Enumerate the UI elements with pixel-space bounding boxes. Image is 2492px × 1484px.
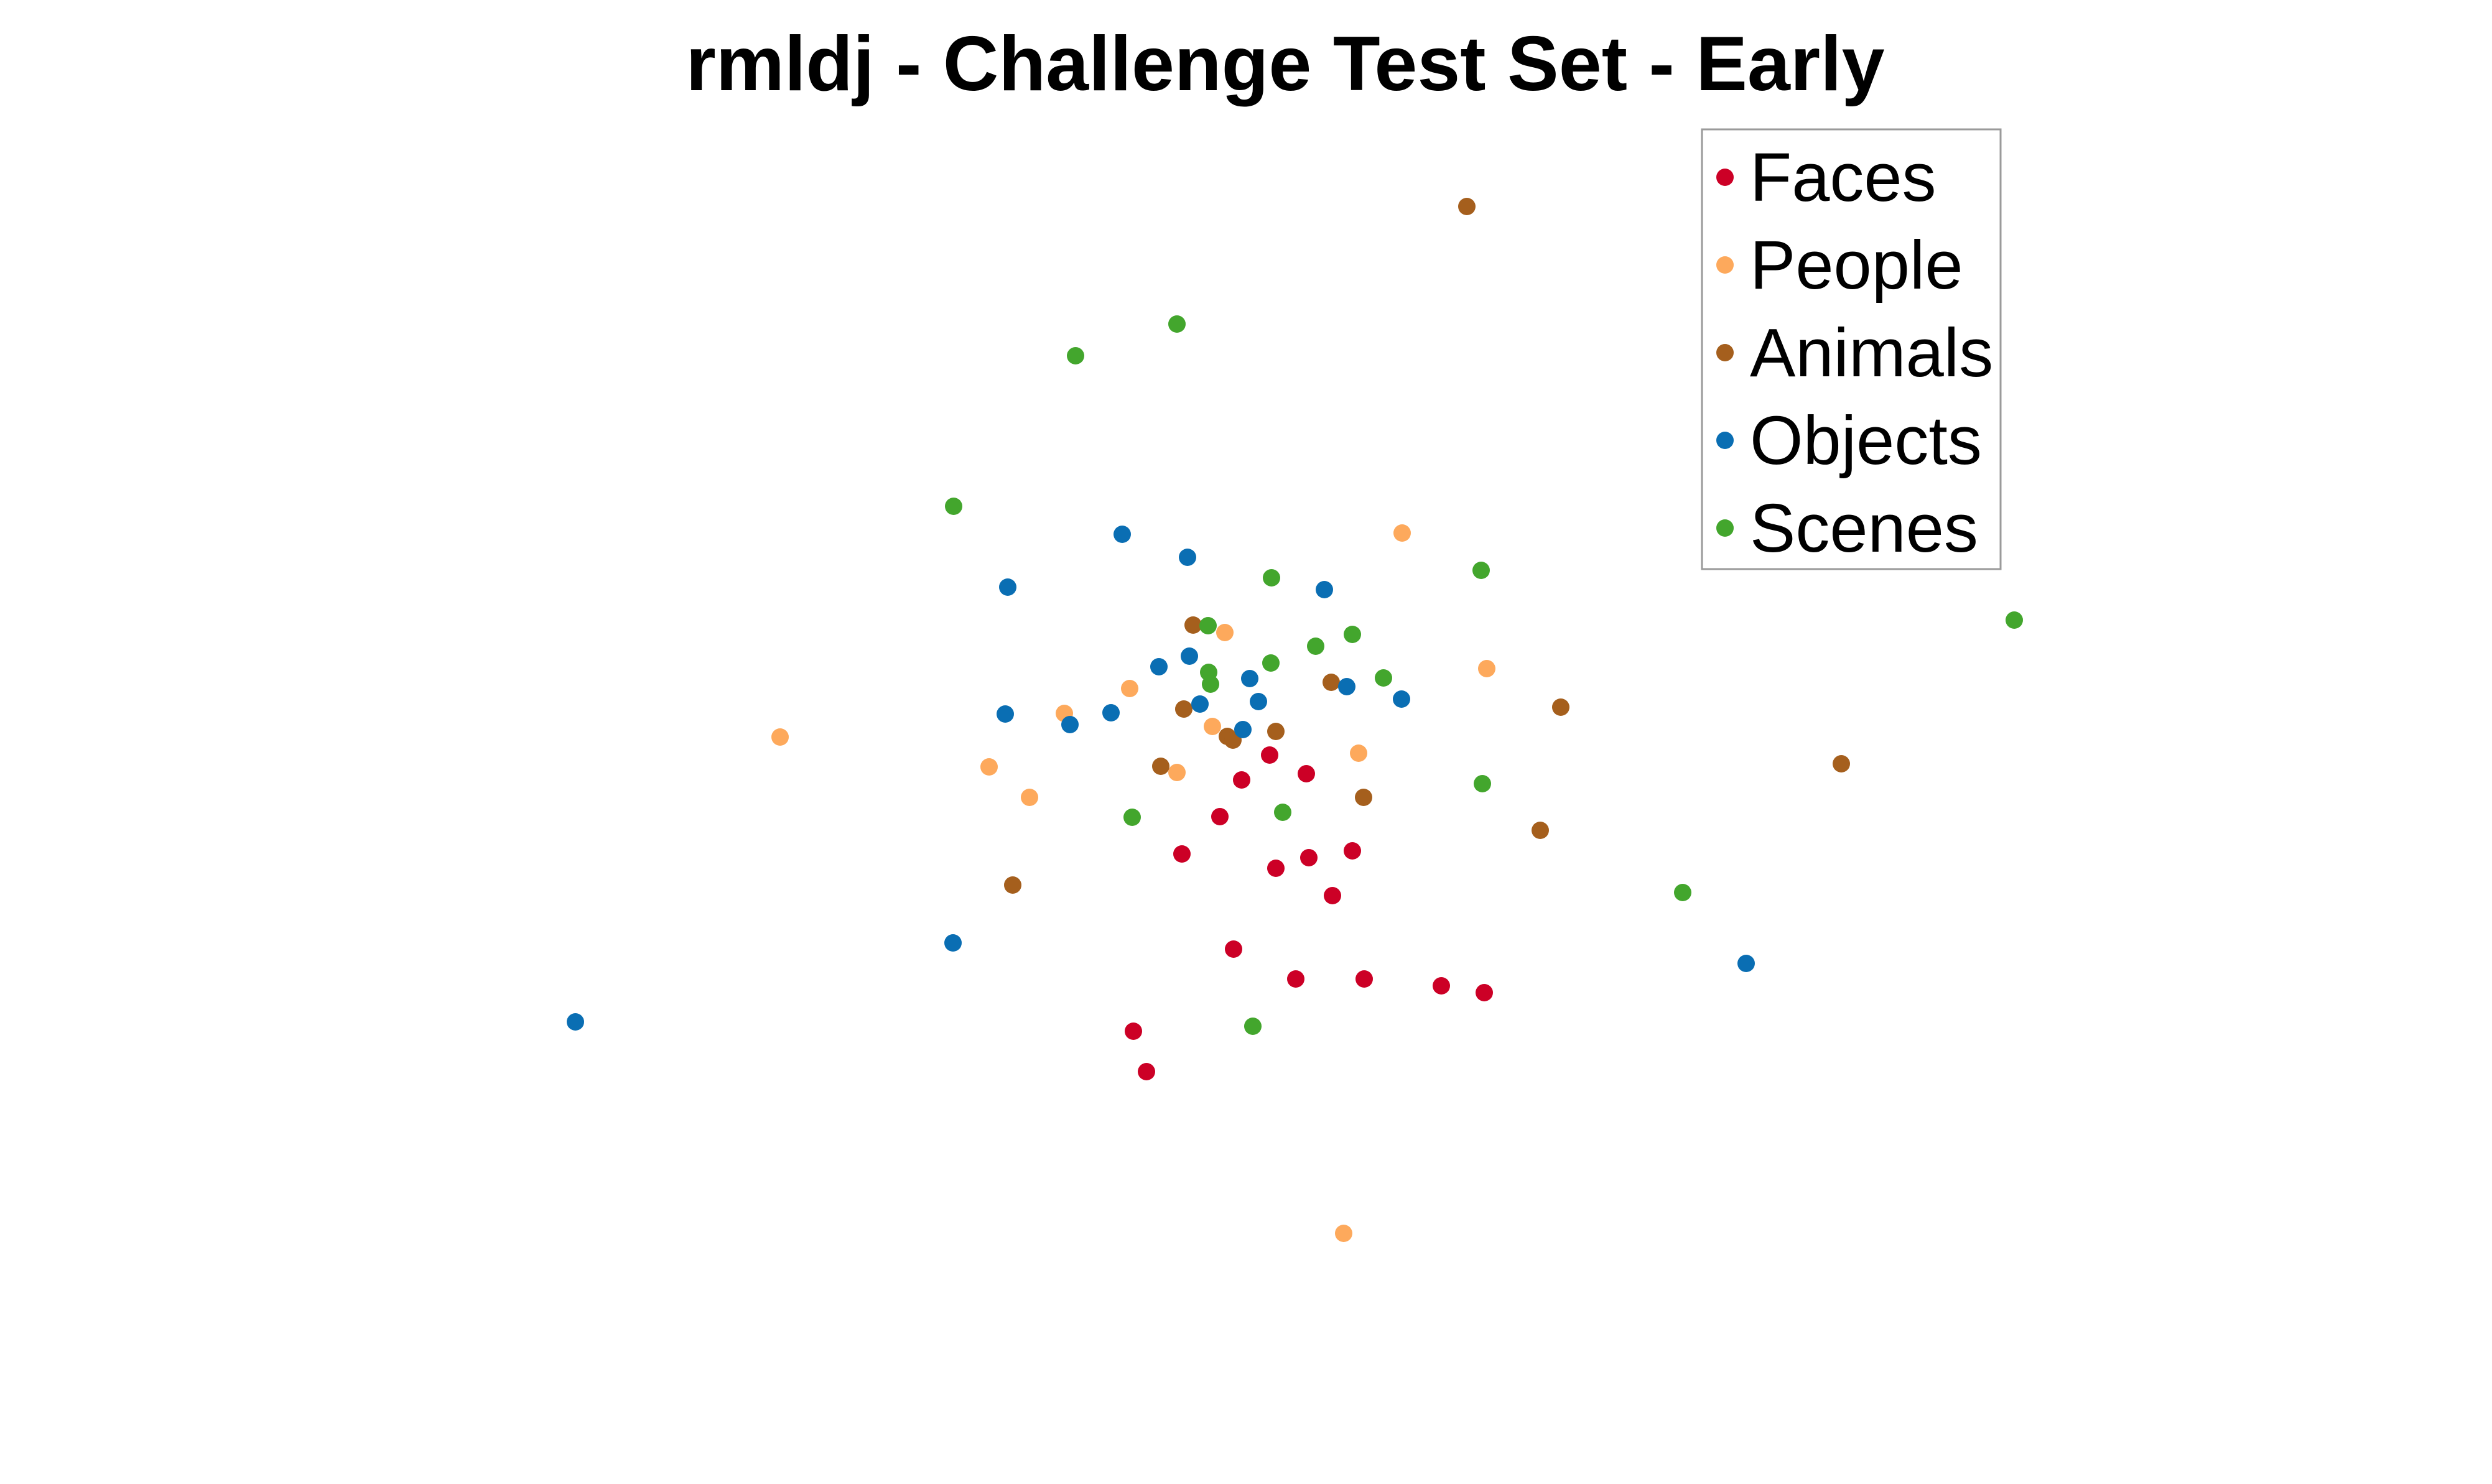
faces-point-5 [1344,842,1361,860]
legend: Faces People Animals Objects Scenes [1701,128,2002,570]
legend-item-people: People [1716,227,1963,304]
faces-point-7 [1173,845,1191,863]
scenes-point-16 [1274,804,1291,821]
animals-point-11 [1355,789,1372,806]
faces-point-6 [1300,849,1318,866]
legend-item-scenes: Scenes [1716,490,1978,567]
faces-point-14 [1476,984,1493,1001]
legend-marker-objects [1716,432,1734,449]
animals-point-2 [1184,616,1202,634]
scenes-point-5 [1263,569,1280,587]
animals-point-1 [1458,198,1476,215]
animals-point-4 [1175,700,1193,718]
objects-point-1 [1113,526,1131,543]
faces-point-11 [1287,970,1304,988]
scenes-point-2 [1067,347,1084,364]
people-point-11 [771,728,789,746]
objects-point-16 [944,934,962,952]
legend-label-objects: Objects [1750,402,1982,479]
scenes-point-6 [2006,611,2023,629]
faces-point-16 [1138,1063,1155,1080]
scenes-point-14 [1474,775,1491,792]
objects-point-15 [1234,721,1252,738]
legend-item-objects: Objects [1716,402,1982,479]
objects-point-18 [567,1013,584,1031]
objects-point-14 [1061,716,1079,733]
scenes-point-9 [1307,638,1324,655]
legend-item-animals: Animals [1716,315,1993,391]
scenes-point-7 [1199,617,1217,634]
faces-point-1 [1261,746,1278,764]
legend-marker-animals [1716,344,1734,361]
people-point-12 [1335,1225,1352,1242]
faces-point-10 [1225,940,1242,958]
people-point-8 [1168,764,1186,781]
scenes-point-3 [945,498,962,515]
legend-box [1701,128,2002,570]
objects-point-9 [1393,690,1410,708]
objects-point-7 [1241,670,1258,687]
series-scenes [945,315,2023,1035]
faces-point-13 [1433,977,1450,995]
faces-point-9 [1324,887,1341,904]
objects-point-11 [1191,695,1209,713]
scenes-point-12 [1375,669,1392,687]
scenes-point-4 [1472,562,1490,579]
faces-point-2 [1298,765,1315,782]
animals-point-13 [1004,876,1021,894]
objects-point-10 [1250,693,1267,710]
objects-point-6 [1150,658,1168,675]
objects-point-8 [1338,678,1355,695]
scenes-point-13 [1202,675,1219,693]
series-objects [567,526,1755,1031]
faces-point-8 [1267,860,1285,877]
objects-point-13 [1102,704,1120,721]
objects-point-17 [1737,955,1755,972]
animals-point-10 [1833,755,1850,772]
legend-label-faces: Faces [1750,139,1936,216]
legend-marker-scenes [1716,519,1734,537]
animals-point-9 [1552,698,1569,716]
objects-point-4 [1316,581,1333,598]
chart-title: rmldj - Challenge Test Set - Early [686,21,1884,107]
objects-point-12 [997,705,1014,723]
legend-label-people: People [1750,227,1963,304]
legend-label-scenes: Scenes [1750,490,1978,567]
objects-point-2 [1179,549,1196,566]
people-point-3 [1478,660,1495,677]
faces-point-3 [1233,771,1250,789]
scenes-point-8 [1344,626,1361,643]
people-point-9 [980,758,998,776]
legend-item-faces: Faces [1716,139,1936,216]
scenes-point-15 [1123,809,1141,826]
legend-label-animals: Animals [1750,315,1993,391]
objects-point-3 [999,578,1016,596]
animals-point-5 [1267,723,1285,740]
legend-marker-people [1716,256,1734,274]
animals-point-3 [1323,674,1340,691]
series-people [771,524,1495,1242]
people-point-6 [1204,718,1221,735]
faces-point-12 [1355,970,1373,988]
series-animals [1004,198,1850,894]
faces-point-15 [1125,1023,1142,1040]
data-points [567,198,2023,1242]
people-point-4 [1121,680,1138,697]
scenes-point-17 [1674,884,1691,901]
people-point-10 [1021,789,1038,806]
animals-point-12 [1532,822,1549,839]
objects-point-5 [1181,647,1198,665]
series-faces [1125,746,1493,1080]
people-point-2 [1216,624,1234,641]
scenes-point-1 [1168,315,1186,333]
scenes-point-18 [1244,1018,1262,1035]
legend-marker-faces [1716,169,1734,186]
people-point-1 [1393,524,1411,542]
people-point-7 [1350,744,1367,762]
faces-point-4 [1211,808,1229,825]
animals-point-8 [1152,758,1169,775]
scenes-point-10 [1262,654,1280,672]
